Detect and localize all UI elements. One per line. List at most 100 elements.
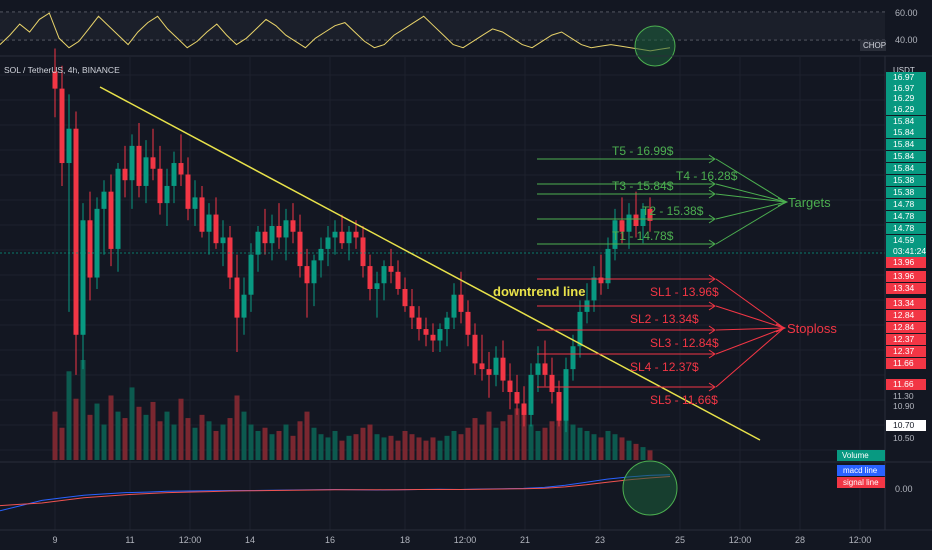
candle-body — [542, 363, 548, 375]
stoploss-arrowhead — [708, 274, 716, 284]
volume-bar — [367, 424, 373, 460]
volume-bar — [472, 418, 478, 460]
candle-body — [619, 220, 625, 232]
price-grid — [0, 56, 885, 530]
price-axis-label: 13.34 — [893, 298, 915, 308]
volume-bar — [360, 427, 366, 460]
volume-bar — [353, 434, 359, 460]
price-axis-label-box — [886, 93, 926, 104]
price-axis-label: 10.70 — [893, 420, 915, 430]
volume-bar — [556, 414, 562, 460]
volume-bar — [584, 430, 590, 460]
volume-bar — [486, 411, 492, 460]
price-axis-label-box — [886, 246, 926, 257]
candle-body — [430, 334, 436, 341]
target-label: T5 - 16.99$ — [612, 144, 674, 158]
volume-bar — [507, 414, 513, 460]
candle-body — [591, 277, 597, 301]
time-axis-label: 18 — [400, 535, 410, 545]
price-axis-label-box — [886, 379, 926, 390]
candle-body — [80, 220, 86, 335]
price-axis-label: 16.97 — [893, 83, 915, 93]
volume-bar — [528, 424, 534, 460]
price-axis-label-box — [886, 116, 926, 127]
downtrend-label: downtrend line — [493, 284, 585, 299]
volume-bar — [311, 427, 317, 460]
candle-body — [395, 271, 401, 289]
candle-body — [374, 283, 380, 289]
volume-bar — [234, 395, 240, 460]
macd-zero-label: 0.00 — [895, 484, 913, 494]
candle-body — [241, 294, 247, 318]
candle-body — [52, 71, 58, 89]
price-axis-label: 16.29 — [893, 104, 915, 114]
candle-body — [318, 248, 324, 261]
time-axis-label: 11 — [125, 535, 134, 545]
candle-body — [633, 214, 639, 227]
price-axis-label: 11.66 — [893, 379, 914, 389]
candle-body — [94, 208, 100, 278]
candle-body — [234, 277, 240, 318]
time-axis-label: 14 — [245, 535, 255, 545]
volume-bar — [493, 427, 499, 460]
time-axis-label: 12:00 — [729, 535, 752, 545]
volume-bar — [59, 427, 65, 460]
volume-bar — [269, 434, 275, 460]
volume-bar — [416, 437, 422, 460]
time-axis-label: 21 — [520, 535, 530, 545]
candle-body — [206, 214, 212, 232]
targets-label: Targets — [788, 195, 831, 210]
volume-bar — [220, 424, 226, 460]
target-connector — [715, 201, 787, 245]
volume-bar — [374, 434, 380, 460]
candle-body — [381, 266, 387, 284]
volume-bar — [451, 430, 457, 460]
volume-bar — [318, 434, 324, 460]
stoploss-connector — [715, 327, 785, 388]
candle-body — [409, 306, 415, 318]
candle-body — [451, 294, 457, 318]
volume-bar — [255, 430, 261, 460]
candle-body — [528, 374, 534, 415]
candle-body — [269, 226, 275, 244]
candle-body — [262, 231, 268, 244]
volume-bar — [437, 440, 443, 460]
volume-bar — [430, 437, 436, 460]
price-axis-label-box — [886, 223, 926, 234]
chop-line — [0, 12, 671, 52]
volume-bar — [339, 440, 345, 460]
candle-body — [276, 226, 282, 238]
candle-body — [332, 231, 338, 238]
chop-level-40: 40.00 — [895, 35, 918, 45]
candle-body — [220, 237, 226, 244]
price-axis-label: 15.38 — [893, 187, 915, 197]
price-axis-label: 15.84 — [893, 116, 915, 126]
chop-band — [0, 12, 885, 40]
price-axis-label-box — [886, 235, 926, 246]
candle-body — [178, 163, 184, 175]
volume-bar — [549, 421, 555, 460]
volume-bar — [136, 406, 142, 460]
stoploss-arrowhead-main — [775, 323, 787, 333]
candle-body — [423, 329, 429, 335]
volume-bar — [395, 440, 401, 460]
time-axis-label: 16 — [325, 535, 335, 545]
candle-body — [500, 357, 506, 381]
macd-label: macd line — [843, 466, 878, 475]
stoploss-connector — [715, 327, 785, 331]
candle-body — [185, 174, 191, 209]
volume-bar — [192, 427, 198, 460]
volume-bar — [633, 443, 639, 460]
price-axis-label-box — [886, 139, 926, 150]
target-connector — [715, 158, 787, 203]
price-axis-label: 12.84 — [893, 310, 915, 320]
volume-bar — [276, 430, 282, 460]
volume-bar — [80, 360, 86, 460]
volume-bar — [157, 421, 163, 460]
price-axis-label-box — [886, 298, 926, 309]
price-axis-label-box — [886, 257, 926, 268]
price-axis-label: 15.38 — [893, 175, 915, 185]
volume-bar — [381, 437, 387, 460]
candle-body — [297, 231, 303, 267]
candle-body — [248, 254, 254, 295]
